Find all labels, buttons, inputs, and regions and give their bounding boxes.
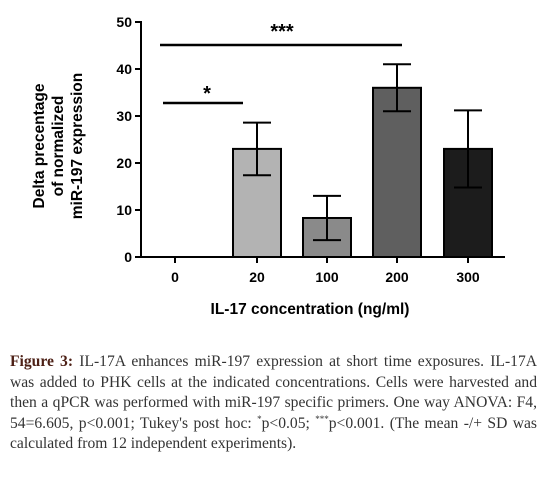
y-tick-label: 50: [116, 14, 132, 30]
x-tick-label: 200: [385, 269, 409, 285]
x-axis-title: IL-17 concentration (ng/ml): [211, 301, 410, 318]
y-tick-label: 30: [116, 108, 132, 124]
y-axis-title-line: miR-197 expression: [69, 73, 86, 219]
y-axis-title-line: Delta precentage: [31, 83, 48, 208]
x-tick-label: 300: [456, 269, 480, 285]
caption-sig2-mark: ***: [315, 413, 329, 424]
caption-sig1-text: p<0.05;: [261, 414, 316, 432]
y-tick-label: 10: [116, 202, 132, 218]
y-tick-label: 40: [116, 61, 132, 77]
caption-text: IL-17A enhances miR-197 expression at sh…: [10, 353, 538, 432]
caption-sig2-text: p<0.001. (The mean -/+ SD was calculated…: [10, 414, 538, 453]
x-tick-label: 100: [315, 269, 339, 285]
x-tick-label: 0: [171, 269, 179, 285]
x-tick-label: 20: [249, 269, 265, 285]
caption-sig1-mark: *: [257, 413, 262, 424]
y-tick-label: 0: [124, 249, 132, 265]
figure-label: Figure 3:: [10, 353, 74, 370]
figure-caption: Figure 3: IL-17A enhances miR-197 expres…: [10, 352, 537, 455]
significance-label: ***: [270, 21, 294, 43]
y-axis-title-line: of normalized: [50, 96, 67, 197]
significance-label: *: [203, 83, 211, 105]
y-tick-label: 20: [116, 155, 132, 171]
bar: [372, 86, 422, 258]
